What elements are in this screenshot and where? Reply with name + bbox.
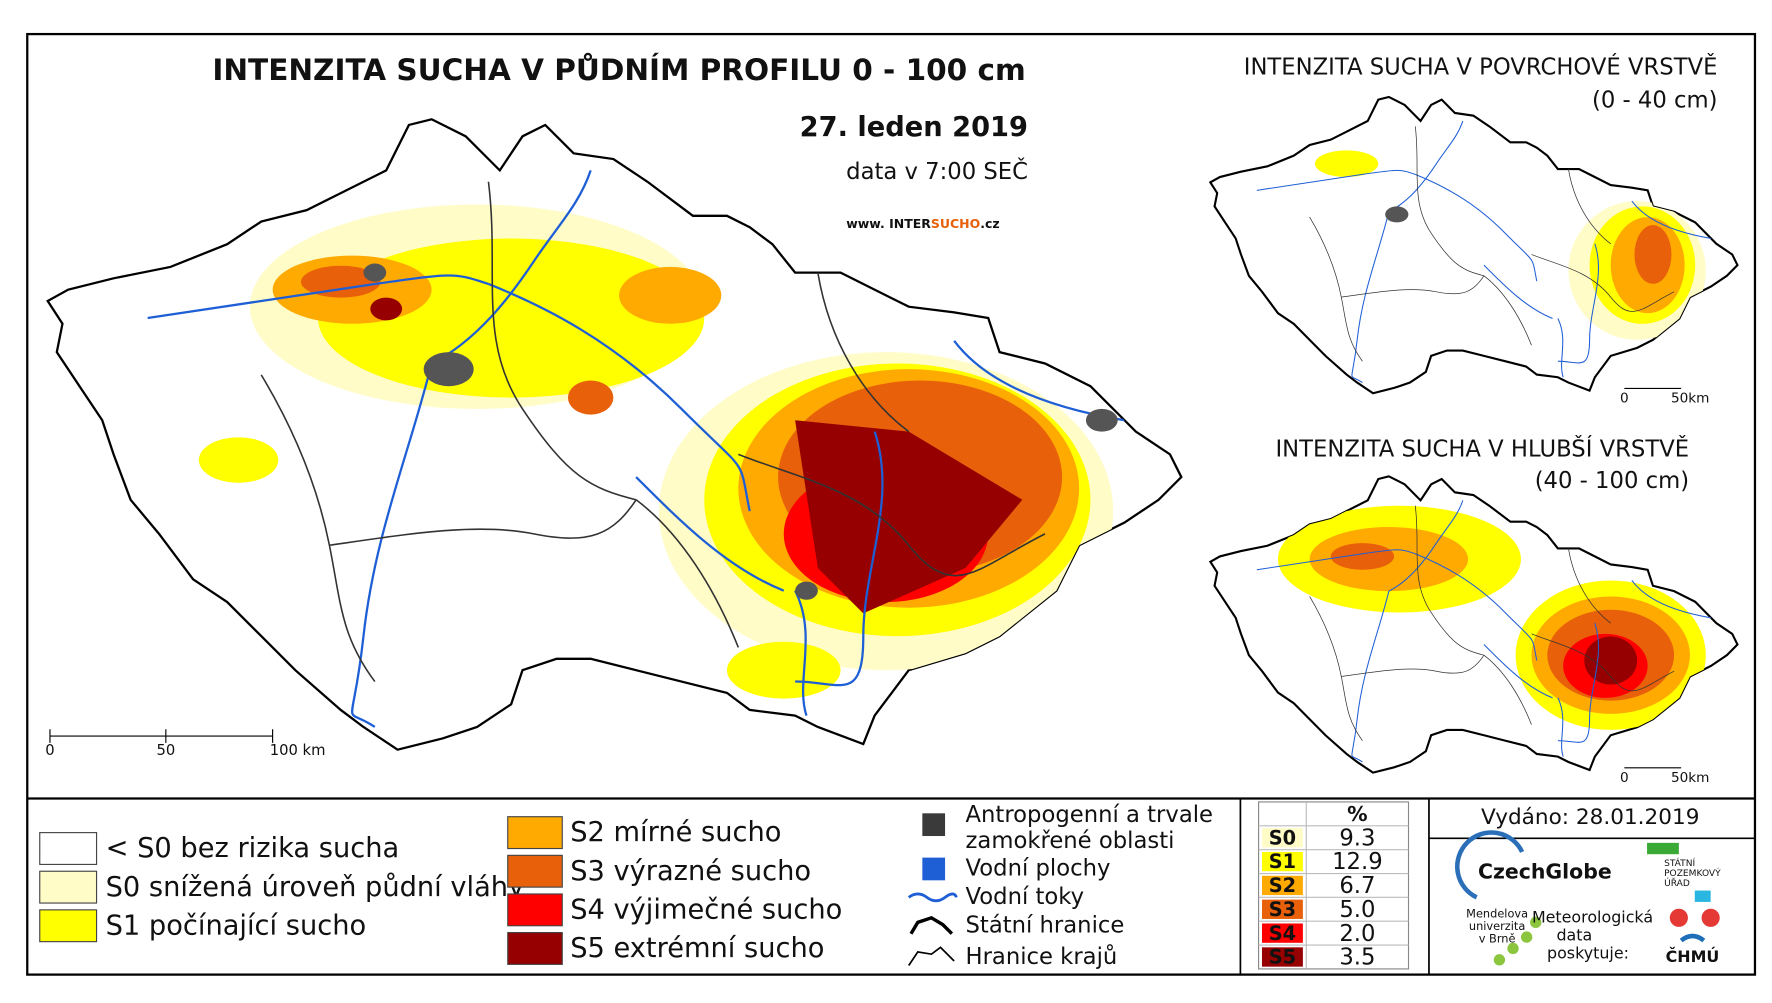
website: www. INTERSUCHO.cz (846, 215, 999, 230)
data-time: data v 7:00 SEČ (846, 157, 1028, 185)
logo-mark (1669, 890, 1720, 943)
table-class-cell (1261, 923, 1303, 943)
table-class: S5 (1269, 946, 1296, 969)
legend-label: Vodní plochy (966, 855, 1111, 881)
logo-spu: POZEMKOVÝ (1664, 867, 1721, 879)
scale-label: 0 (1620, 391, 1629, 407)
legend-swatch (507, 893, 563, 927)
stats-table: % S0 9.3 S1 12.9 S2 6.7 S3 5.0 S4 2.0 S5 3.5 (1258, 801, 1410, 971)
logo-czechglobe: CzechGlobe (1478, 859, 1612, 883)
legend-label: zamokřené oblasti (966, 828, 1175, 854)
website-part: www. INTER (846, 215, 931, 230)
logo-mendel: Mendelova (1466, 906, 1528, 920)
scale-label: 50km (1671, 770, 1710, 786)
table-class: S0 (1269, 826, 1296, 849)
legend-label: S2 mírné sucho (570, 817, 781, 848)
river-icon (907, 892, 958, 903)
logo-spu: STÁTNÍ (1664, 857, 1695, 869)
logo-chmu: ČHMÚ (1666, 947, 1720, 966)
inset-surface-map (1209, 95, 1739, 395)
table-percent: 3.5 (1339, 945, 1375, 971)
logo-mark (1647, 842, 1679, 855)
inset-title: INTENZITA SUCHA V HLUBŠÍ VRSTVĚ (1275, 434, 1689, 462)
legend-label: S1 počínající sucho (106, 910, 367, 941)
table-class: S3 (1269, 898, 1296, 921)
legend-swatch (39, 909, 98, 943)
table-percent: 6.7 (1339, 873, 1375, 899)
anthropogenic-icon (922, 813, 946, 837)
scale-label: 50 (156, 742, 175, 759)
table-class-cell (1261, 851, 1303, 872)
date: 27. leden 2019 (800, 112, 1028, 143)
table-class: S4 (1269, 922, 1296, 945)
legend-swatch (39, 832, 98, 865)
inset-title: INTENZITA SUCHA V POVRCHOVÉ VRSTVĚ (1244, 53, 1718, 81)
legend-label: Hranice krajů (966, 943, 1118, 970)
website-part: .cz (980, 215, 999, 230)
table-header: % (1347, 802, 1367, 826)
logo-mendel: univerzita (1469, 919, 1525, 933)
legend-label: S3 výrazné sucho (570, 856, 811, 887)
inset-depth: (40 - 100 cm) (1535, 468, 1689, 494)
scale-label: 0 (1620, 770, 1629, 786)
legend-label: Vodní toky (966, 884, 1085, 910)
logo-mark (1493, 916, 1542, 966)
table-percent: 2.0 (1339, 921, 1375, 947)
logo-chmu-note: Meteorologická (1532, 907, 1653, 926)
legend-label: < S0 bez rizika sucha (106, 833, 400, 864)
issued: Vydáno: 28.01.2019 (1481, 805, 1699, 830)
logo-mendel: v Brně (1479, 931, 1516, 945)
legend-swatch (39, 870, 98, 904)
water-icon (922, 857, 946, 881)
table-percent: 12.9 (1332, 849, 1383, 875)
legend-label: S4 výjimečné sucho (570, 894, 842, 925)
legend: < S0 bez rizika sucha S0 snížená úroveň p… (39, 816, 842, 965)
state-border-icon (909, 915, 954, 935)
legend-label: S5 extrémní sucho (570, 933, 824, 964)
table-percent: 5.0 (1339, 897, 1375, 923)
logo-chmu-note: poskytuje: (1547, 944, 1629, 963)
logo-mark (1455, 830, 1525, 900)
legend-swatch (507, 816, 563, 850)
region-border-icon (908, 946, 955, 966)
scale-label: 50km (1671, 391, 1710, 407)
scale-label: 100 km (270, 742, 326, 759)
table-class: S1 (1269, 850, 1296, 873)
table-class-cell (1261, 947, 1303, 967)
inset-deep-map (1209, 475, 1739, 774)
logo-chmu-note: data (1556, 925, 1592, 944)
table-percent: 9.3 (1339, 825, 1375, 851)
legend-swatch (507, 932, 563, 965)
website-part: SUCHO (931, 215, 980, 230)
legend-label: Antropogenní a trvale (966, 802, 1214, 828)
title: INTENZITA SUCHA V PŮDNÍM PROFILU 0 - 100… (212, 51, 1025, 87)
table-class-cell (1261, 828, 1303, 848)
inset-depth: (0 - 40 cm) (1592, 88, 1718, 114)
legend-swatch (507, 854, 563, 888)
logo-spu: ÚŘAD (1664, 877, 1690, 889)
main-map (46, 118, 1183, 751)
legend-label: Státní hranice (966, 912, 1125, 938)
table-class-cell (1261, 875, 1303, 896)
table-class-cell (1261, 899, 1303, 919)
scale-label: 0 (45, 742, 54, 759)
table-class: S2 (1269, 874, 1296, 897)
legend-label: S0 snížená úroveň půdní vláhy (106, 872, 525, 903)
